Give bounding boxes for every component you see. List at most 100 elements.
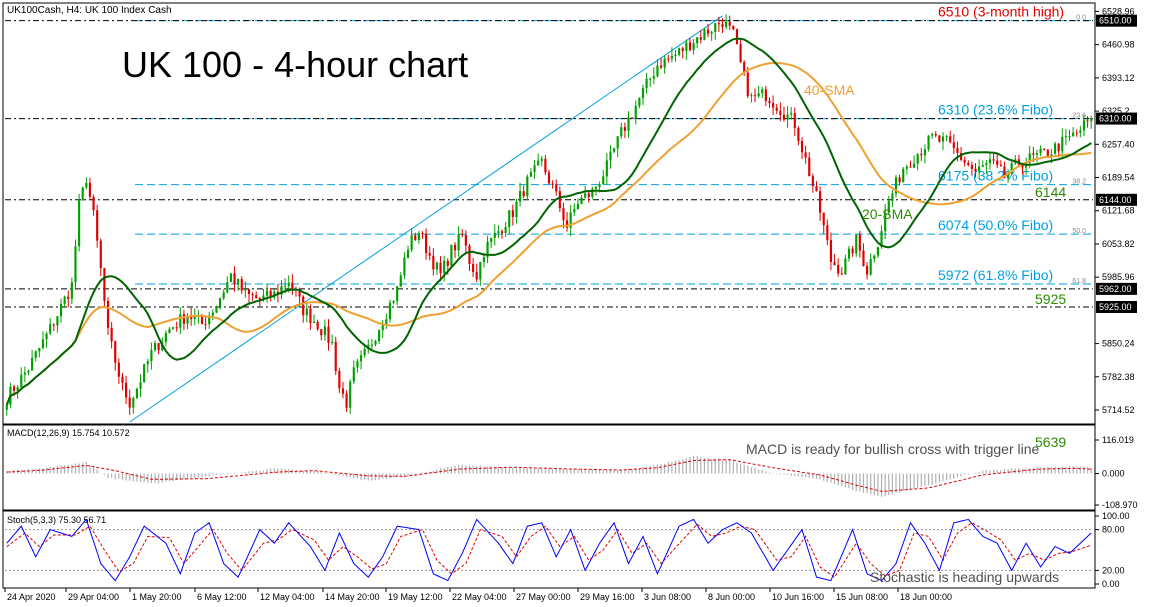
candle-body: [457, 234, 460, 251]
candle-body: [728, 21, 731, 26]
candle-body: [855, 234, 858, 254]
x-tick-label: 19 May 12:00: [388, 592, 443, 602]
candle-body: [862, 250, 865, 267]
fib-level-tag: 50.0: [1072, 228, 1086, 235]
x-tick-label: 29 Apr 04:00: [68, 592, 119, 602]
y-tick-label: 6121.68: [1102, 206, 1135, 216]
candle-body: [269, 290, 272, 298]
fib-label: 5972 (61.8% Fibo): [938, 267, 1053, 283]
candle-body: [175, 327, 178, 329]
macd-annotation: MACD is ready for bullish cross with tri…: [746, 441, 1040, 457]
candle-body: [486, 241, 489, 258]
candle-body: [598, 184, 601, 187]
fib-label: 6074 (50.0% Fibo): [938, 217, 1053, 233]
candle-body: [150, 350, 153, 362]
stoch-panel-frame: [2, 510, 1096, 589]
candle-body: [316, 321, 319, 330]
candle-body: [974, 168, 977, 172]
candle-body: [685, 42, 688, 52]
candle-body: [1039, 148, 1042, 153]
candle-body: [866, 266, 869, 275]
candle-body: [573, 209, 576, 213]
y-tick-label: 6189.54: [1102, 173, 1135, 183]
candle-body: [1072, 132, 1075, 137]
candle-body: [804, 152, 807, 158]
candle-body: [674, 54, 677, 56]
candle-body: [291, 282, 294, 290]
candle-body: [461, 234, 464, 236]
candle-body: [1050, 154, 1053, 158]
candle-body: [518, 191, 522, 202]
candle-body: [247, 289, 251, 294]
candle-body: [811, 176, 814, 187]
candle-body: [396, 286, 399, 302]
candle-body: [143, 364, 146, 383]
candle-body: [959, 152, 963, 160]
candle-body: [472, 263, 475, 272]
candle-body: [215, 306, 218, 313]
candle-body: [78, 200, 81, 247]
x-tick-label: 6 May 12:00: [197, 592, 247, 602]
macd-tick-label: -108.970: [1102, 500, 1138, 510]
candle-body: [287, 282, 290, 286]
candle-body: [482, 257, 486, 262]
stoch-tick-label: 100.00: [1102, 511, 1130, 521]
x-tick-label: 14 May 20:00: [325, 592, 380, 602]
candle-body: [743, 62, 746, 73]
candle-body: [356, 361, 359, 368]
fib-level-tag: 0.0: [1076, 15, 1086, 22]
stoch-tick-label: 80.00: [1102, 525, 1125, 535]
candle-body: [41, 339, 45, 348]
macd-tick-label: 116.019: [1102, 435, 1134, 445]
candle-body: [392, 301, 395, 303]
candle-body: [139, 382, 142, 389]
candle-body: [681, 48, 684, 52]
candle-body: [587, 193, 590, 197]
candle-body: [656, 65, 659, 77]
candle-body: [1006, 173, 1010, 179]
candle-body: [750, 95, 753, 97]
candle-body: [320, 329, 323, 336]
candle-body: [12, 386, 16, 391]
x-tick-label: 3 Jun 08:00: [644, 592, 691, 602]
stoch-label: Stoch(5,3,3) 75.30 56.71: [7, 515, 106, 525]
candle-body: [884, 212, 887, 232]
candle-body: [153, 343, 157, 351]
candle-body: [609, 151, 612, 161]
candle-body: [132, 398, 135, 408]
candle-body: [699, 37, 702, 40]
candle-body: [934, 134, 937, 136]
candle-body: [645, 78, 648, 89]
candle-body: [74, 246, 77, 283]
candle-body: [81, 187, 84, 201]
fib-label: 6175 (38.2% Fibo): [938, 168, 1053, 184]
candle-body: [710, 31, 713, 34]
candle-body: [768, 100, 771, 104]
y-tick-label: 6325.2: [1102, 106, 1130, 116]
price-tag-box: [1096, 193, 1137, 206]
support-label: 6144: [1035, 184, 1066, 200]
price-tag-label: 6510.00: [1099, 16, 1132, 26]
candle-body: [327, 326, 330, 343]
candle-body: [703, 29, 706, 40]
price-tag-label: 6310.00: [1099, 114, 1132, 124]
candle-body: [1046, 149, 1049, 158]
candle-body: [753, 95, 757, 97]
candle-body: [193, 316, 196, 320]
candle-body: [815, 186, 818, 192]
x-tick-label: 12 May 04:00: [260, 592, 315, 602]
candle-body: [164, 333, 167, 343]
candle-body: [663, 58, 666, 68]
candle-body: [696, 37, 699, 44]
candle-body: [739, 44, 742, 63]
candle-body: [837, 264, 840, 274]
candle-body: [840, 273, 843, 275]
candle-body: [822, 212, 825, 226]
candle-body: [616, 136, 619, 149]
candle-body: [956, 148, 959, 153]
candle-body: [428, 253, 431, 256]
candle-body: [497, 231, 500, 233]
candle-body: [526, 176, 529, 197]
candle-body: [504, 227, 507, 234]
candle-body: [790, 113, 793, 115]
